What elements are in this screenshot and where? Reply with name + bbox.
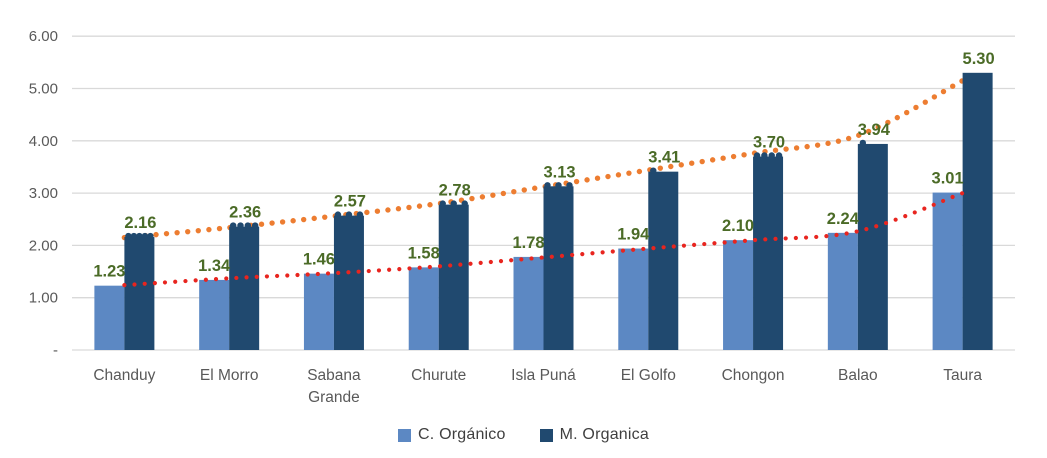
bar-top-dot — [334, 211, 342, 218]
y-axis-tick-label: 1.00 — [29, 290, 58, 307]
bar-top-dot — [859, 139, 867, 147]
legend-item-m-organica: M. Organica — [539, 426, 649, 444]
y-axis-tick-label: 6.00 — [29, 28, 58, 45]
value-label-m-organica: 2.78 — [439, 182, 471, 200]
legend-label-c-organico: C. Orgánico — [418, 426, 506, 443]
bar-m-organica — [753, 156, 784, 350]
category-label: Churute — [411, 367, 466, 384]
chart-legend: C. Orgánico M. Organica — [0, 426, 1047, 444]
bar-top-dot — [125, 232, 132, 240]
bar-m-organica — [333, 215, 364, 350]
legend-swatch-c-organico — [398, 428, 412, 442]
category-label: Balao — [838, 367, 878, 384]
bar-m-organica — [229, 226, 260, 350]
bar-top-dot — [461, 200, 468, 207]
category-label: Chongon — [722, 367, 785, 384]
bar-c-organico — [513, 256, 544, 350]
bar-top-dot — [147, 232, 154, 240]
bar-top-dot — [775, 152, 783, 159]
bar-top-dot — [761, 152, 768, 159]
bar-m-organica — [648, 171, 679, 350]
bar-top-dot — [141, 232, 149, 240]
value-label-m-organica: 3.41 — [648, 149, 680, 167]
bar-top-dot — [555, 182, 562, 189]
bar-top-dot — [768, 152, 775, 159]
y-axis-tick-label: 2.00 — [29, 237, 58, 254]
value-label-m-organica: 3.94 — [858, 121, 891, 139]
bar-c-organico — [199, 279, 230, 350]
value-label-m-organica: 3.13 — [543, 163, 575, 181]
bar-m-organica — [438, 204, 469, 350]
bar-m-organica — [124, 237, 155, 350]
bar-c-organico — [408, 267, 439, 350]
value-label-c-organico: 1.78 — [512, 234, 544, 252]
value-label-c-organico: 1.58 — [408, 244, 440, 262]
category-label: Taura — [943, 367, 982, 384]
y-axis-tick-label: - — [53, 342, 58, 359]
bar-top-dot — [753, 152, 761, 159]
value-label-c-organico: 1.46 — [303, 251, 335, 269]
value-label-c-organico: 1.23 — [93, 263, 125, 281]
legend-item-c-organico: C. Orgánico — [398, 426, 506, 444]
bar-c-organico — [827, 232, 858, 350]
category-label: Chanduy — [93, 367, 155, 384]
bar-top-dot — [237, 222, 244, 229]
bar-top-dot — [345, 211, 353, 218]
bar-c-organico — [723, 240, 754, 350]
value-label-m-organica: 5.30 — [963, 50, 995, 68]
chart-plot-area: 6.00 5.00 4.00 3.00 2.00 1.00 - 1.23 2.16 1.34 2.3… — [29, 28, 1015, 406]
trendline-c-organico — [122, 191, 965, 288]
category-label: El Morro — [200, 367, 259, 384]
bar-top-dot — [356, 211, 364, 218]
bar-top-dot — [136, 232, 143, 240]
bar-top-dot — [450, 200, 457, 207]
legend-label-m-organica: M. Organica — [559, 426, 649, 443]
value-label-c-organico: 2.10 — [722, 217, 754, 235]
value-label-m-organica: 2.16 — [124, 214, 156, 232]
bar-top-dot — [439, 200, 446, 207]
bar-m-organica — [857, 143, 888, 350]
category-label: Sabana — [307, 367, 361, 384]
value-label-c-organico: 2.24 — [827, 210, 860, 228]
bar-m-organica — [962, 72, 993, 350]
bar-top-dot — [130, 232, 138, 240]
value-label-m-organica: 2.36 — [229, 204, 261, 222]
bar-c-organico — [618, 248, 649, 350]
y-axis-tick-label: 5.00 — [29, 81, 58, 98]
category-label: Grande — [308, 389, 360, 406]
bar-c-organico — [303, 273, 334, 350]
bar-top-dot — [650, 167, 657, 174]
category-label: El Golfo — [621, 367, 676, 384]
bar-top-dot — [251, 222, 259, 229]
bar-top-dot — [244, 222, 252, 229]
value-label-m-organica: 2.57 — [334, 193, 366, 211]
legend-swatch-m-organica — [539, 428, 553, 442]
y-axis-tick-label: 3.00 — [29, 185, 58, 202]
value-label-c-organico: 3.01 — [932, 170, 964, 188]
bar-m-organica — [543, 186, 574, 350]
value-label-c-organico: 1.94 — [617, 226, 650, 244]
value-label-m-organica: 3.70 — [753, 133, 785, 151]
category-label: Isla Puná — [511, 367, 576, 384]
bar-top-dot — [229, 222, 237, 229]
bar-c-organico — [94, 285, 125, 350]
bar-c-organico — [932, 192, 963, 350]
bar-top-dot — [544, 182, 551, 189]
y-axis-tick-label: 4.00 — [29, 133, 58, 150]
value-label-c-organico: 1.34 — [198, 257, 231, 275]
bar-top-dot — [566, 182, 573, 189]
